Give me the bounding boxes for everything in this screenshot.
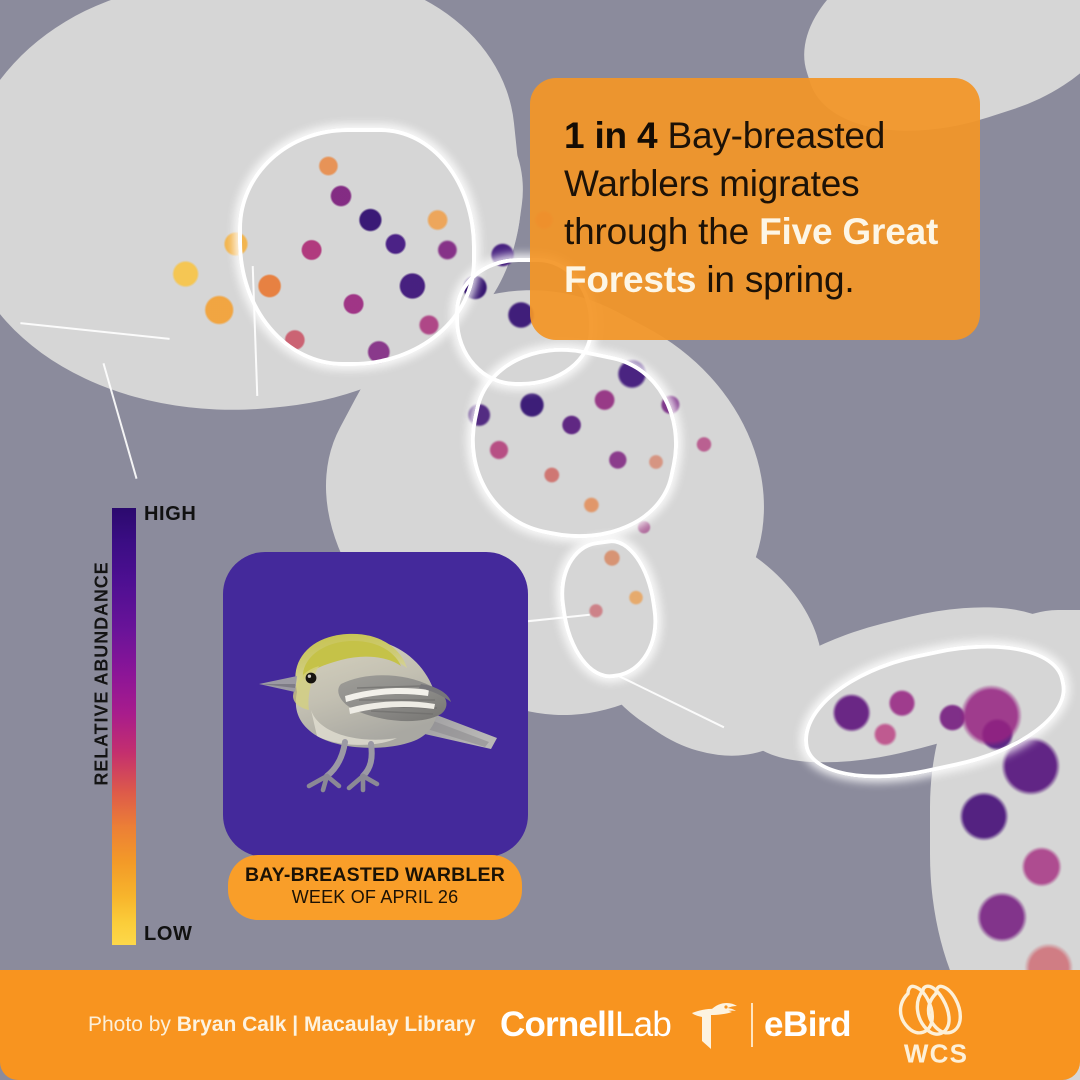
headline-body-1: Bay-breasted Warblers migrates through t… xyxy=(564,115,886,253)
species-photo-card xyxy=(223,552,528,857)
wcs-mark-icon xyxy=(898,984,962,1036)
photo-credit-name: Bryan Calk | Macaulay Library xyxy=(176,1013,476,1036)
species-label-pill: BAY-BREASTED WARBLER WEEK OF APRIL 26 xyxy=(228,855,522,921)
photo-credit: Photo by Bryan Calk | Macaulay Library xyxy=(88,1013,476,1037)
species-name: BAY-BREASTED WARBLER xyxy=(244,864,506,886)
lab-text: Lab xyxy=(614,1005,672,1044)
photo-credit-prefix: Photo by xyxy=(88,1013,171,1036)
species-week: WEEK OF APRIL 26 xyxy=(291,887,459,908)
legend: RELATIVE ABUNDANCE HIGH LOW xyxy=(60,495,220,965)
headline-highlight: Five Great Forests xyxy=(564,211,939,301)
cornell-text: Cornell xyxy=(500,1005,616,1044)
cornell-bird-icon xyxy=(691,1002,737,1049)
bay-breasted-warbler-photo xyxy=(259,633,497,793)
cornell-lab-wordmark: CornellLab xyxy=(500,1005,672,1045)
headline-lead: 1 in 4 xyxy=(564,115,658,156)
footer-bar: Photo by Bryan Calk | Macaulay Library C… xyxy=(0,970,1080,1080)
headline-callout: 1 in 4 Bay-breasted Warblers migrates th… xyxy=(530,78,980,341)
logo-divider xyxy=(750,1003,753,1047)
legend-high-label: HIGH xyxy=(144,503,197,525)
headline-body-2: in spring. xyxy=(696,259,855,301)
ebird-wordmark: eBird xyxy=(763,1005,851,1044)
wcs-logo[interactable]: WCS xyxy=(890,981,982,1070)
wcs-letters: WCS xyxy=(903,1038,969,1069)
legend-low-label: LOW xyxy=(144,923,193,945)
legend-axis-label: RELATIVE ABUNDANCE xyxy=(91,561,112,786)
cornell-lab-ebird-logo[interactable]: CornellLab eBird xyxy=(500,997,851,1053)
headline-text: 1 in 4 Bay-breasted Warblers migrates th… xyxy=(564,112,944,304)
legend-gradient-bar xyxy=(112,508,136,945)
